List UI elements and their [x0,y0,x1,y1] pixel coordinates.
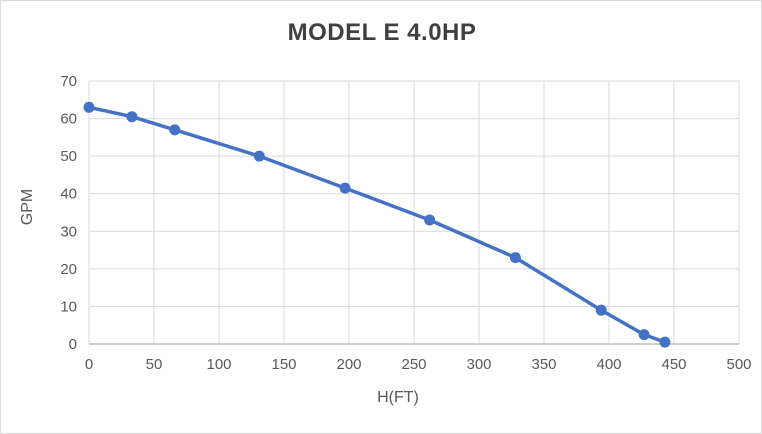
series-line [87,105,667,344]
y-axis-title: GPM [19,189,36,225]
x-tick-label: 100 [206,356,231,373]
y-tick-label: 40 [60,186,77,203]
y-tick-label: 70 [60,73,77,90]
data-point-marker [339,182,351,194]
y-tick-label: 50 [60,148,77,165]
data-point-marker [169,124,181,136]
x-tick-label: 200 [336,356,361,373]
x-tick-label: 300 [466,356,491,373]
data-point-marker [424,214,436,226]
x-tick-label: 50 [146,356,163,373]
data-point-marker [509,252,521,264]
gridlines-layer [88,80,740,345]
y-tick-label: 60 [60,111,77,128]
data-point-marker [595,304,607,316]
x-tick-label: 150 [271,356,296,373]
x-tick-label: 350 [531,356,556,373]
x-tick-label: 450 [661,356,686,373]
y-tick-label: 30 [60,223,77,240]
y-tick-label: 0 [69,336,77,353]
data-point-marker [126,111,138,123]
tick-labels-layer: 0 50 100 150 200 250 300 350 400 450 500 0 10 20 30 40 5… [60,73,751,373]
x-tick-label: 500 [726,356,751,373]
chart-title: MODEL E 4.0HP [287,19,477,46]
y-tick-label: 20 [60,261,77,278]
data-point-marker [659,336,671,348]
y-tick-label: 10 [60,298,77,315]
x-tick-label: 0 [85,356,93,373]
x-tick-label: 250 [401,356,426,373]
data-point-marker [253,150,265,162]
x-tick-label: 400 [596,356,621,373]
data-point-marker [638,329,650,341]
data-point-marker [83,101,95,113]
x-axis-title: H(FT) [377,389,419,406]
series-layer [83,101,671,348]
